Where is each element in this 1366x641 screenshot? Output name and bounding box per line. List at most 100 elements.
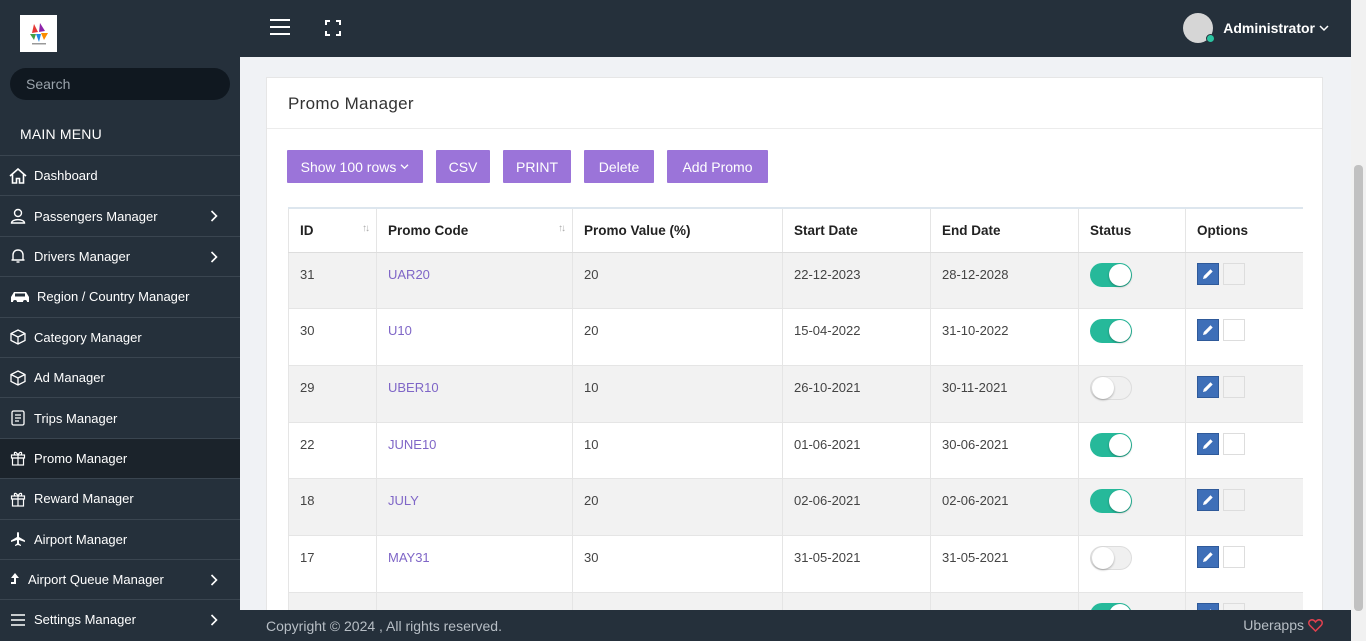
user-menu[interactable]: Administrator [1183,13,1329,43]
promo-code-link[interactable]: UBER10 [388,379,439,395]
promo-manager-card: Promo Manager Show 100 rows CSV PRINT De… [266,77,1323,617]
edit-icon[interactable] [1197,319,1219,342]
edit-icon[interactable] [1197,545,1219,568]
status-toggle[interactable] [1090,319,1132,344]
cell-promo-value: 10 [572,365,783,423]
promo-code-link[interactable]: MAY31 [388,549,430,565]
sidebar-item-trips[interactable]: Trips Manager [0,397,240,437]
promo-code-link[interactable]: JUNE10 [388,436,437,452]
edit-icon[interactable] [1197,262,1219,285]
edit-icon[interactable] [1197,432,1219,455]
cell-start-date: 26-10-2021 [782,365,931,423]
sidebar-item-airport[interactable]: Airport Manager [0,518,240,559]
status-toggle[interactable] [1090,375,1132,400]
cell-status [1078,308,1186,366]
cell-status [1078,478,1186,536]
cell-id: 30 [288,308,377,366]
sort-icon[interactable]: ↑↓ [558,223,566,234]
sidebar-item-promo[interactable]: Promo Manager [0,437,240,479]
sidebar-item-dashboard[interactable]: Dashboard [0,155,240,195]
sort-icon[interactable]: ↑↓ [362,223,370,234]
arrow-up-icon [0,572,28,588]
csv-button[interactable]: CSV [436,150,490,183]
promo-code-link[interactable]: JULY [388,493,419,509]
row-select-checkbox[interactable] [1223,319,1245,342]
row-select-checkbox[interactable] [1223,545,1245,568]
search-input[interactable] [10,68,230,100]
promo-code-link[interactable]: U10 [388,323,412,339]
main-menu-heading: MAIN MENU [20,126,102,142]
cell-options [1185,252,1303,310]
show-rows-button[interactable]: Show 100 rows [287,150,423,183]
promo-code-link[interactable]: UAR20 [388,266,430,282]
sidebar-item-reward[interactable]: Reward Manager [0,478,240,518]
cell-start-date: 15-04-2022 [782,308,931,366]
promo-table: ID ↑↓ Promo Code ↑↓ Promo Value (%) Start … [288,209,1303,617]
footer-brand[interactable]: Uberapps [1243,617,1323,633]
sidebar-item-category[interactable]: Category Manager [0,316,240,357]
cell-options [1185,422,1303,480]
sidebar-item-label: Dashboard [34,168,98,184]
bell-icon [0,248,34,264]
sidebar-item-region[interactable]: Region / Country Manager [0,276,240,316]
toggle-knob [1092,546,1114,569]
row-select-checkbox[interactable] [1223,489,1245,512]
print-button[interactable]: PRINT [503,150,571,183]
status-toggle[interactable] [1090,432,1132,457]
top-navbar: Administrator [240,0,1351,57]
row-select-checkbox[interactable] [1223,375,1245,398]
cell-end-date: 31-10-2022 [930,308,1079,366]
row-select-checkbox[interactable] [1223,432,1245,455]
status-toggle[interactable] [1090,489,1132,514]
chevron-right-icon [210,573,218,591]
scrollbar-thumb[interactable] [1354,165,1363,611]
cell-end-date: 30-11-2021 [930,365,1079,423]
fullscreen-icon[interactable] [324,19,342,37]
status-toggle[interactable] [1090,545,1132,570]
sidebar-item-label: Region / Country Manager [37,289,190,305]
cell-status [1078,252,1186,310]
edit-icon[interactable] [1197,375,1219,398]
delete-button[interactable]: Delete [584,150,654,183]
cell-id: 17 [288,535,377,593]
app-logo[interactable] [20,15,57,52]
chevron-down-icon [1319,19,1329,37]
sidebar-item-drivers[interactable]: Drivers Manager [0,235,240,276]
column-header-promo-value: Promo Value (%) [572,209,783,253]
chevron-right-icon [210,250,218,268]
logo-icon [29,22,48,44]
edit-icon[interactable] [1197,489,1219,512]
status-toggle[interactable] [1090,262,1132,287]
list-icon [0,613,34,627]
online-status-dot [1206,34,1216,43]
sidebar-item-label: Ad Manager [34,370,105,386]
column-header-id[interactable]: ID ↑↓ [288,209,377,253]
user-icon [0,208,34,224]
sidebar-item-label: Trips Manager [34,410,118,426]
gift-icon [0,491,34,507]
menu-toggle-icon[interactable] [270,19,290,37]
page-scrollbar[interactable] [1351,0,1366,641]
car-icon [0,290,37,304]
table-row: 31 UAR20 20 22-12-2023 28-12-2028 [288,252,1303,310]
cell-promo-code: JUNE10 [376,422,573,480]
sidebar-item-label: Promo Manager [34,450,128,466]
sidebar-item-airport-queue[interactable]: Airport Queue Manager [0,558,240,599]
sidebar-item-ad[interactable]: Ad Manager [0,356,240,397]
toggle-knob [1109,490,1131,513]
cell-status [1078,422,1186,480]
heart-icon [1308,618,1323,632]
cube-icon [0,329,34,345]
cell-promo-value: 10 [572,422,783,480]
table-header-row: ID ↑↓ Promo Code ↑↓ Promo Value (%) Start … [288,209,1303,253]
column-header-start-date: Start Date [782,209,931,253]
row-select-checkbox[interactable] [1223,262,1245,285]
table-body: 31 UAR20 20 22-12-2023 28-12-2028 30 U10 20 15-0… [288,252,1303,617]
chevron-right-icon [210,613,218,631]
column-header-promo-code[interactable]: Promo Code ↑↓ [376,209,573,253]
table-row: 30 U10 20 15-04-2022 31-10-2022 [288,308,1303,366]
footer: Copyright © 2024 , All rights reserved. … [240,610,1351,641]
sidebar-item-settings[interactable]: Settings Manager [0,599,240,639]
add-promo-button[interactable]: Add Promo [667,150,768,183]
sidebar-item-passengers[interactable]: Passengers Manager [0,195,240,235]
